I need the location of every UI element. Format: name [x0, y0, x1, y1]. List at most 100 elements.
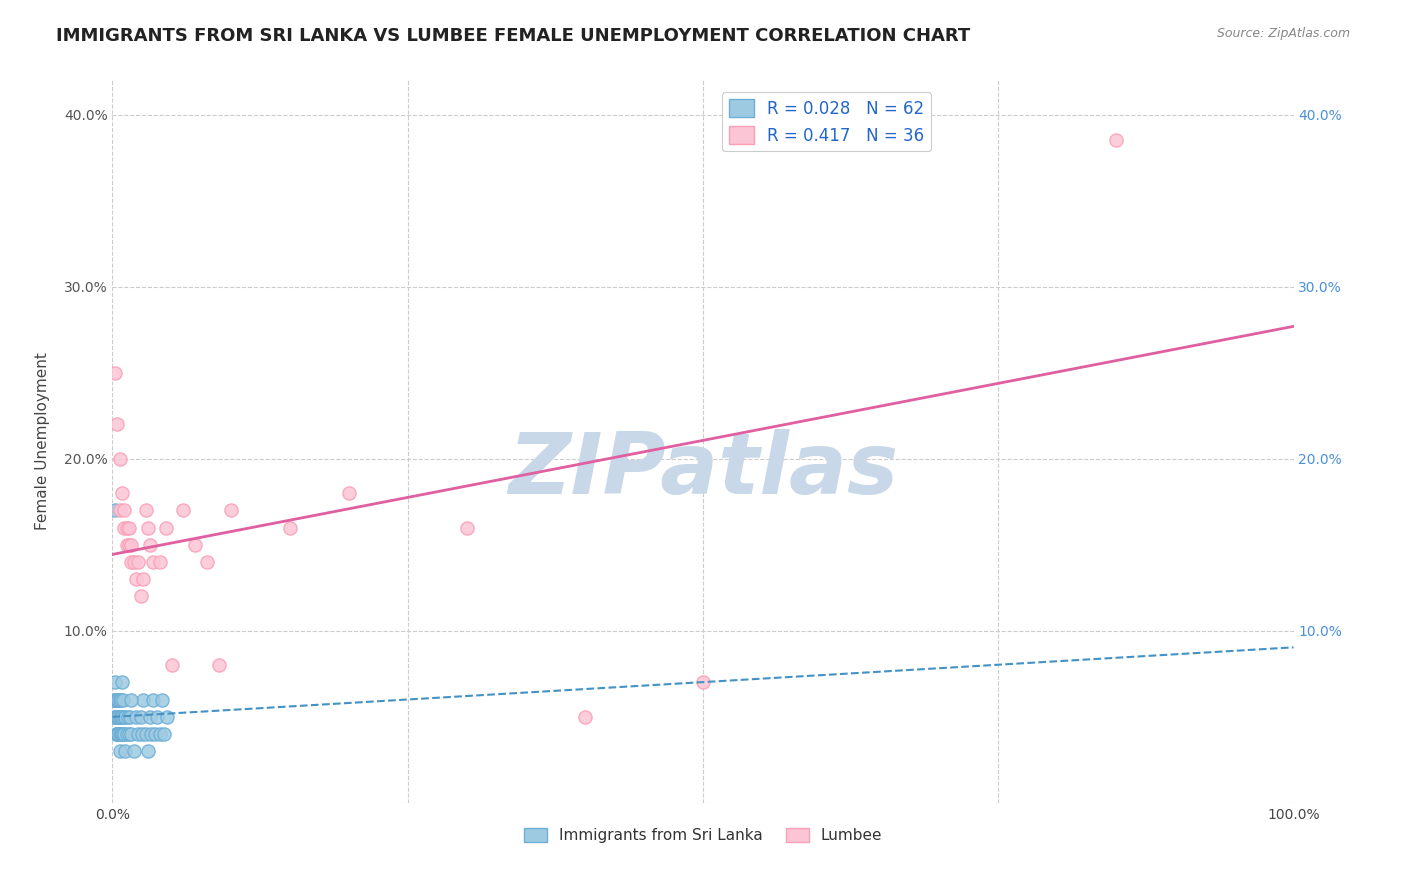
Point [156, 710, 179, 724]
Point [132, 572, 155, 586]
Point [129, 710, 152, 724]
Point [103, 710, 125, 724]
Text: Source: ZipAtlas.com: Source: ZipAtlas.com [1216, 27, 1350, 40]
Point [131, 727, 153, 741]
Point [105, 692, 128, 706]
Point [111, 710, 134, 724]
Point [136, 520, 159, 534]
Point [105, 692, 128, 706]
Point [184, 538, 207, 552]
Point [278, 520, 301, 534]
Point [107, 727, 129, 741]
Point [111, 486, 134, 500]
Point [108, 727, 131, 741]
Point [105, 692, 128, 706]
Point [135, 727, 157, 741]
Point [120, 555, 142, 569]
Point [117, 710, 139, 724]
Point [112, 520, 135, 534]
Point [125, 710, 148, 724]
Point [208, 658, 231, 673]
Point [105, 710, 128, 724]
Point [105, 417, 128, 432]
Point [110, 727, 132, 741]
Point [456, 520, 478, 534]
Point [337, 486, 360, 500]
Text: ZIPatlas: ZIPatlas [508, 429, 898, 512]
Point [112, 727, 135, 741]
Point [105, 727, 128, 741]
Legend: Immigrants from Sri Lanka, Lumbee: Immigrants from Sri Lanka, Lumbee [517, 822, 889, 849]
Point [127, 555, 149, 569]
Point [103, 692, 125, 706]
Point [104, 710, 127, 724]
Point [160, 658, 183, 673]
Point [136, 744, 159, 758]
Point [108, 710, 131, 724]
Point [155, 520, 177, 534]
Point [692, 675, 714, 690]
Point [105, 710, 128, 724]
Point [120, 727, 142, 741]
Point [114, 744, 136, 758]
Point [118, 538, 141, 552]
Point [104, 366, 127, 380]
Point [107, 710, 129, 724]
Point [115, 520, 138, 534]
Point [149, 727, 172, 741]
Point [135, 503, 157, 517]
Point [146, 710, 169, 724]
Point [115, 538, 138, 552]
Point [125, 572, 148, 586]
Point [150, 692, 173, 706]
Point [153, 727, 176, 741]
Point [120, 692, 142, 706]
Point [104, 503, 127, 517]
Y-axis label: Female Unemployment: Female Unemployment [35, 352, 49, 531]
Point [132, 692, 155, 706]
Point [105, 727, 128, 741]
Point [122, 555, 145, 569]
Point [219, 503, 242, 517]
Point [129, 590, 152, 604]
Point [118, 520, 141, 534]
Point [172, 503, 194, 517]
Point [118, 727, 141, 741]
Point [107, 710, 129, 724]
Point [104, 692, 127, 706]
Point [105, 692, 128, 706]
Point [120, 710, 142, 724]
Point [110, 710, 132, 724]
Point [107, 727, 129, 741]
Point [141, 727, 163, 741]
Point [142, 692, 165, 706]
Point [108, 744, 131, 758]
Point [105, 727, 128, 741]
Point [114, 710, 136, 724]
Point [139, 710, 162, 724]
Point [142, 555, 165, 569]
Point [112, 727, 135, 741]
Point [104, 675, 127, 690]
Point [149, 555, 172, 569]
Point [143, 727, 166, 741]
Point [111, 675, 134, 690]
Text: IMMIGRANTS FROM SRI LANKA VS LUMBEE FEMALE UNEMPLOYMENT CORRELATION CHART: IMMIGRANTS FROM SRI LANKA VS LUMBEE FEMA… [56, 27, 970, 45]
Point [108, 451, 131, 466]
Point [112, 710, 135, 724]
Point [104, 692, 127, 706]
Point [108, 692, 131, 706]
Point [127, 727, 149, 741]
Point [112, 692, 135, 706]
Point [195, 555, 218, 569]
Point [112, 503, 135, 517]
Point [111, 727, 134, 741]
Point [122, 744, 145, 758]
Point [120, 538, 142, 552]
Point [574, 710, 596, 724]
Point [1105, 133, 1128, 147]
Point [105, 710, 128, 724]
Point [108, 503, 131, 517]
Point [107, 692, 129, 706]
Point [110, 692, 132, 706]
